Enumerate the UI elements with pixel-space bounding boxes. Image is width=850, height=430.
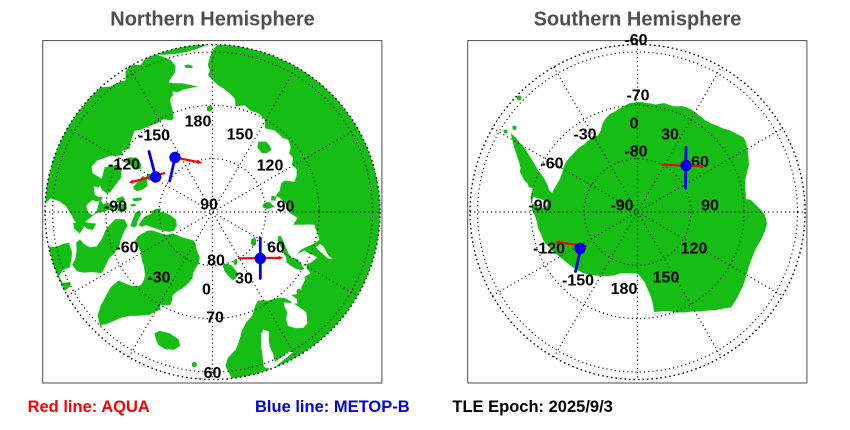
svg-text:60: 60 <box>204 365 222 382</box>
svg-text:180: 180 <box>611 281 638 298</box>
svg-text:0: 0 <box>630 116 639 133</box>
svg-text:80: 80 <box>207 253 225 270</box>
svg-text:TLE Epoch: 2025/9/3: TLE Epoch: 2025/9/3 <box>452 398 612 416</box>
svg-text:90: 90 <box>200 197 218 214</box>
svg-text:120: 120 <box>257 158 284 175</box>
svg-text:150: 150 <box>653 270 680 287</box>
svg-text:Northern Hemisphere: Northern Hemisphere <box>110 9 315 31</box>
svg-text:90: 90 <box>701 198 719 215</box>
svg-text:Blue line: METOP-B: Blue line: METOP-B <box>255 398 410 416</box>
svg-text:150: 150 <box>227 127 254 144</box>
svg-text:-60: -60 <box>540 156 563 173</box>
svg-text:70: 70 <box>206 310 224 327</box>
svg-text:Red line: AQUA: Red line: AQUA <box>28 398 150 416</box>
svg-text:-150: -150 <box>562 273 594 290</box>
svg-text:-60: -60 <box>624 32 647 49</box>
svg-text:-120: -120 <box>108 157 140 174</box>
svg-text:Southern Hemisphere: Southern Hemisphere <box>534 9 742 31</box>
svg-text:30: 30 <box>661 127 679 144</box>
svg-text:-150: -150 <box>138 128 170 145</box>
svg-text:60: 60 <box>267 240 285 257</box>
svg-text:-90: -90 <box>104 199 127 216</box>
svg-text:0: 0 <box>202 282 211 299</box>
svg-text:90: 90 <box>277 199 295 216</box>
svg-text:-90: -90 <box>528 198 551 215</box>
svg-text:-30: -30 <box>573 127 596 144</box>
svg-text:-80: -80 <box>624 144 647 161</box>
svg-text:-30: -30 <box>147 270 170 287</box>
svg-text:120: 120 <box>681 241 708 258</box>
svg-text:30: 30 <box>235 271 253 288</box>
svg-text:-60: -60 <box>115 240 138 257</box>
svg-text:60: 60 <box>691 154 709 171</box>
svg-text:180: 180 <box>185 114 212 131</box>
svg-text:-90: -90 <box>610 198 633 215</box>
svg-text:-70: -70 <box>626 88 649 105</box>
